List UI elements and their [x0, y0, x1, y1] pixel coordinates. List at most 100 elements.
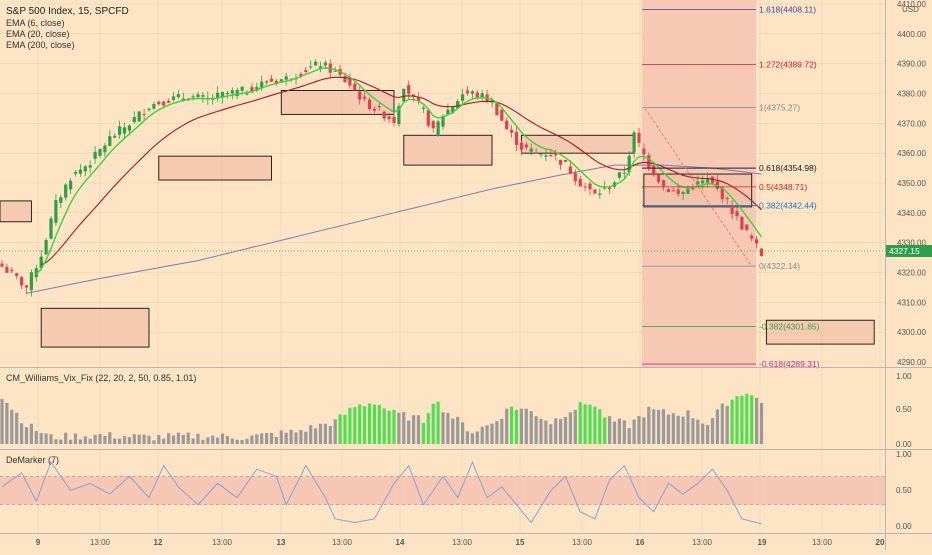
legend-ema20[interactable]: EMA (20, close): [6, 29, 70, 39]
candle: [745, 224, 749, 232]
vix-bar: [211, 435, 215, 444]
candle-body: [426, 110, 430, 126]
grid: [0, 0, 885, 533]
fib-trend-line[interactable]: [644, 108, 753, 267]
candle-body: [696, 181, 700, 185]
vix-bar: [461, 422, 465, 444]
candle-body: [642, 148, 646, 155]
candle: [265, 80, 269, 85]
candle: [573, 169, 577, 186]
candle-body: [39, 256, 43, 268]
price-tick-label: 4370.00: [897, 119, 926, 128]
candle-body: [108, 136, 112, 146]
candle-body: [470, 91, 474, 94]
time-axis[interactable]: 9 13:00 12 13:00 13 13:00 14 13:00 15 13:00 16 13:0…: [36, 538, 885, 547]
legend-ema200[interactable]: EMA (200, close): [6, 40, 75, 50]
annotation-box[interactable]: [520, 134, 635, 154]
candle-body: [162, 101, 166, 106]
vix-bar: [24, 427, 29, 444]
vix-bar: [745, 393, 749, 444]
fib-level-label: 1(4375.27): [759, 103, 800, 113]
candle: [593, 189, 597, 195]
candle-body: [750, 235, 754, 239]
candle-body: [98, 148, 102, 156]
candle-body: [539, 153, 543, 155]
vix-bar: [608, 416, 612, 444]
vix-bar: [216, 437, 220, 444]
annotation-box[interactable]: [158, 155, 272, 181]
candle: [563, 159, 568, 162]
candle-body: [83, 166, 87, 172]
vix-bar: [720, 403, 724, 444]
candle: [446, 103, 450, 115]
vix-bar: [593, 406, 597, 444]
vix-tick-label: 0.00: [896, 440, 912, 449]
price-axis[interactable]: 4410.00 4400.00 4390.00 4380.00 4370.00 4360.…: [897, 0, 926, 367]
legend-ema6[interactable]: EMA (6, close): [6, 18, 65, 28]
candle: [299, 72, 303, 79]
vix-bar: [495, 421, 499, 444]
fib-retracement[interactable]: 1.618(4408.11) 1.272(4389.72) 1(4375.27) 0.…: [642, 5, 820, 369]
vix-bar: [220, 433, 225, 444]
candle-body: [73, 171, 78, 174]
annotation-box[interactable]: [403, 134, 493, 166]
vix-bar: [176, 432, 180, 444]
vix-bar: [505, 408, 509, 444]
annotation-boxes[interactable]: [0, 90, 875, 348]
candle: [588, 181, 592, 196]
candle-body: [245, 93, 249, 95]
demarker-tick-label: 0.50: [896, 486, 912, 495]
candle: [269, 74, 274, 83]
vix-bar: [661, 409, 666, 444]
candle: [157, 100, 161, 106]
vix-bar: [642, 417, 646, 444]
candle-body: [377, 106, 381, 108]
candle-body: [176, 94, 180, 98]
vix-bar: [250, 435, 254, 444]
vix-bar: [142, 434, 146, 444]
candle-body: [171, 96, 176, 100]
candle: [34, 264, 38, 282]
candle: [622, 166, 626, 179]
candle-body: [10, 269, 14, 272]
annotation-box[interactable]: [40, 307, 150, 348]
vix-bar: [338, 414, 342, 444]
vix-bar: [240, 439, 244, 444]
candle-body: [647, 155, 651, 169]
candle-body: [416, 96, 421, 102]
annotation-box[interactable]: [280, 90, 395, 115]
vix-bar: [279, 430, 283, 444]
candle-body: [681, 191, 685, 194]
candle-body: [49, 218, 53, 239]
vix-bar: [637, 416, 641, 444]
vix-bar: [260, 433, 264, 444]
candle-body: [387, 116, 391, 120]
vix-bar: [421, 422, 425, 444]
candle-body: [725, 197, 729, 200]
candle: [103, 142, 107, 157]
vix-bar: [348, 407, 352, 444]
time-tick-label: 14: [396, 538, 405, 547]
candle-body: [637, 132, 641, 143]
vix-bar: [412, 415, 416, 444]
vix-bar: [750, 395, 754, 444]
demarker-panel-title[interactable]: DeMarker (7): [6, 455, 59, 465]
demarker-axis: 1.00 0.50 0.00: [896, 450, 912, 531]
vix-bar: [451, 418, 455, 444]
annotation-box[interactable]: [765, 319, 875, 345]
candle: [755, 235, 759, 249]
vix-bar: [157, 435, 161, 444]
vix-panel-title[interactable]: CM_Williams_Vix_Fix (22, 20, 2, 50, 0.85…: [6, 373, 196, 383]
annotation-box[interactable]: [0, 200, 32, 223]
candle: [559, 159, 563, 170]
candle: [456, 98, 460, 109]
vix-bar: [78, 439, 82, 444]
vix-bar: [113, 438, 117, 444]
vix-bar: [318, 423, 323, 444]
vix-bar: [284, 432, 288, 444]
vix-bar: [103, 435, 107, 444]
price-tick-label: 4350.00: [897, 179, 926, 188]
time-tick-label: 13:00: [90, 538, 111, 547]
